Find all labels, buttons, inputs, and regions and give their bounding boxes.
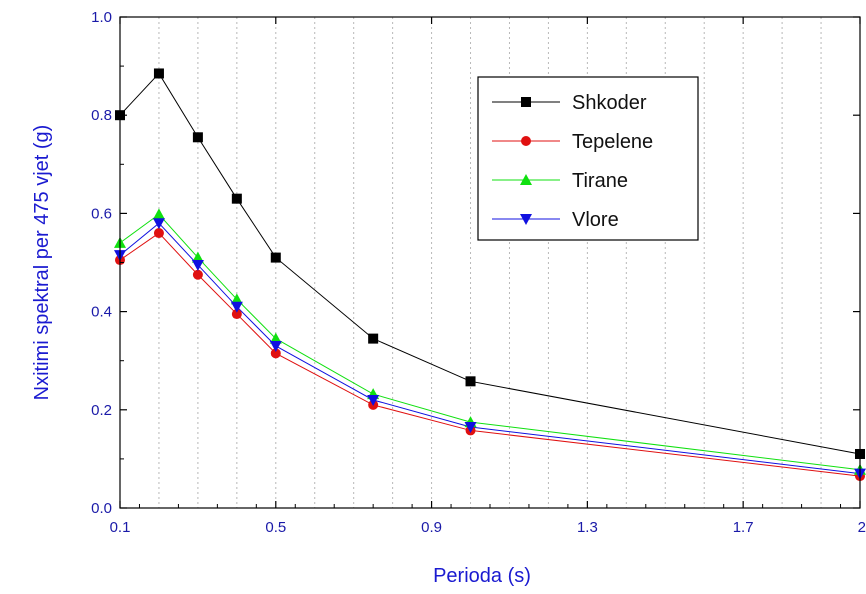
legend-label: Tepelene	[572, 131, 653, 153]
series-line	[119, 72, 861, 455]
x-tick-label: 1.7	[733, 519, 754, 536]
data-point	[270, 252, 281, 263]
data-point	[368, 333, 379, 344]
axis-ticks: 0.1 0.5 0.9 1.3 1.7 2 0.0 0.2 0.4 0.6 0.8 1.0	[91, 9, 866, 536]
legend-marker	[521, 97, 531, 107]
legend-label: Tirane	[572, 170, 628, 192]
y-tick-label: 0.0	[91, 500, 112, 517]
series-markers	[114, 68, 866, 482]
data-point	[153, 228, 164, 239]
legend-label: Shkoder	[572, 92, 647, 114]
data-point	[152, 208, 165, 220]
legend-marker	[521, 136, 531, 146]
data-point	[153, 68, 164, 79]
data-point	[269, 332, 282, 344]
data-point	[192, 269, 203, 280]
x-tick-label: 0.5	[265, 519, 286, 536]
y-tick-label: 0.8	[91, 107, 112, 124]
series-lines	[119, 72, 861, 477]
data-point	[191, 259, 204, 271]
y-tick-label: 1.0	[91, 9, 112, 26]
data-point	[269, 340, 282, 352]
legend-label: Vlore	[572, 209, 619, 231]
data-point	[230, 293, 243, 305]
x-tick-label: 2	[858, 519, 866, 536]
data-point	[270, 348, 281, 359]
data-point	[152, 218, 165, 230]
data-point	[192, 132, 203, 143]
y-tick-label: 0.2	[91, 402, 112, 419]
y-axis-title: Nxitimi spektral per 475 vjet (g)	[31, 125, 53, 401]
y-tick-label: 0.4	[91, 304, 112, 321]
legend-box	[477, 76, 699, 241]
legend-marker	[520, 214, 532, 225]
data-point	[230, 301, 243, 313]
x-tick-label: 0.9	[421, 519, 442, 536]
data-point	[231, 309, 242, 320]
legend: Shkoder Tepelene Tirane Vlore	[477, 76, 699, 241]
data-point	[231, 193, 242, 204]
x-tick-label: 0.1	[110, 519, 131, 536]
series-line	[119, 232, 861, 477]
legend-marker	[520, 174, 532, 185]
data-point	[191, 251, 204, 263]
data-point	[367, 394, 380, 406]
series-line	[119, 213, 861, 471]
y-tick-label: 0.6	[91, 205, 112, 222]
x-tick-label: 1.3	[577, 519, 598, 536]
data-point	[464, 421, 477, 433]
x-axis-title: Perioda (s)	[433, 565, 531, 587]
data-point	[465, 376, 476, 387]
series-line	[119, 222, 861, 475]
